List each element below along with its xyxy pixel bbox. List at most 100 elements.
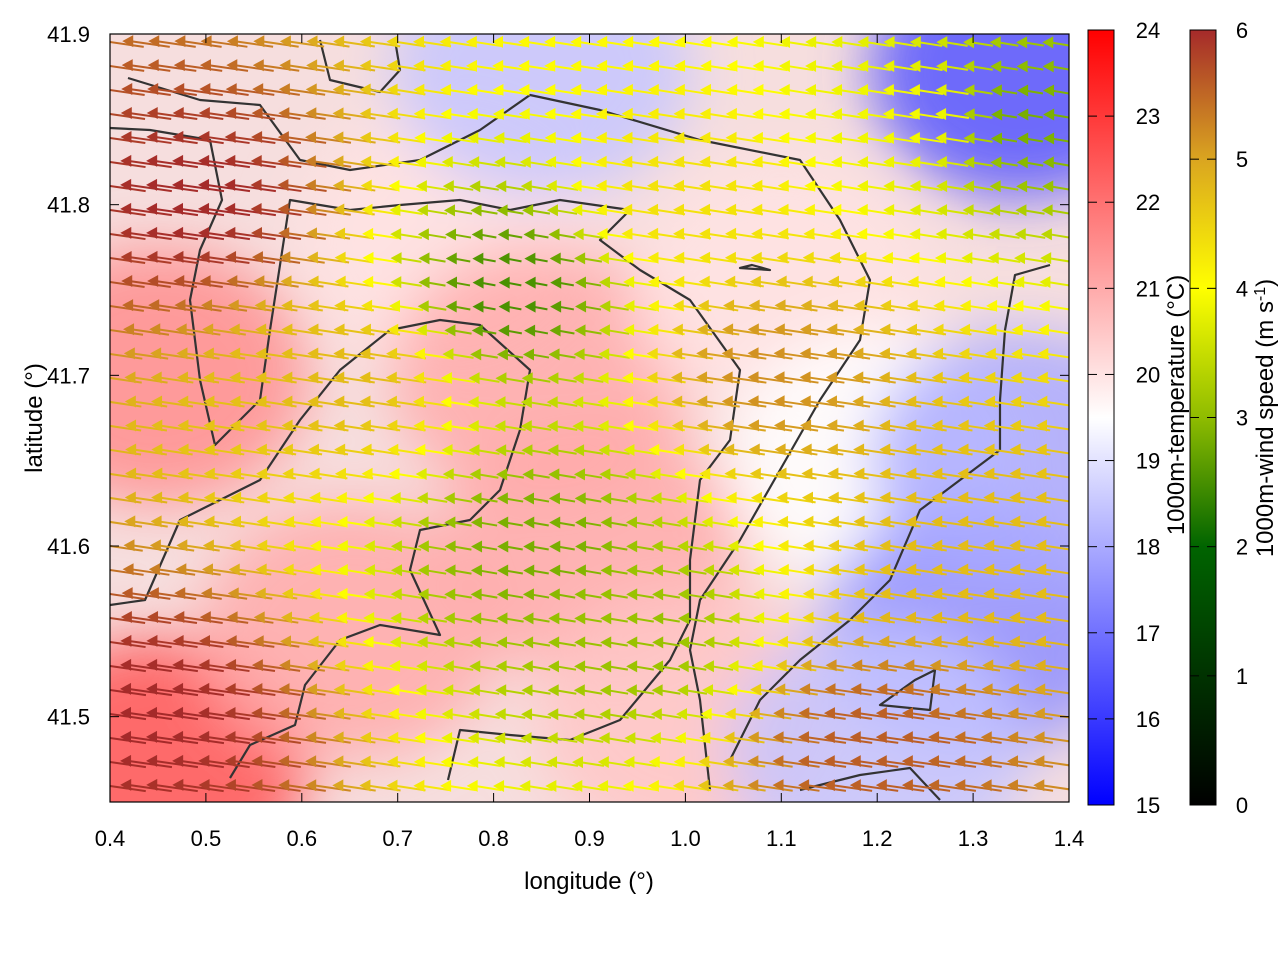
wind-arrow [901,755,951,768]
wind-arrow [703,588,733,601]
wind-arrow [224,754,276,769]
wind-arrow [652,636,680,649]
wind-arrow [440,779,477,792]
wind-arrow [751,155,789,168]
wind-arrow [570,179,606,192]
wind-arrow [621,203,659,216]
y-tick-label: 41.6 [47,534,90,559]
wind-arrow [146,634,198,649]
wind-arrow [198,706,250,721]
wind-arrow [857,36,891,49]
wind-arrow [148,299,196,312]
wind-arrow [1015,204,1045,217]
wind-arrow [989,204,1020,217]
wind-arrow [224,226,276,241]
wind-arrow [928,755,977,768]
wind-arrow [110,568,144,576]
wind-arrow [416,636,448,649]
wind-arrow [677,660,707,673]
colorbar-tick-label: 1 [1236,664,1248,689]
wind-arrow [1035,467,1069,480]
wind-arrow [146,682,199,697]
wind-arrow [621,155,659,168]
wind-arrow [805,59,840,72]
wind-arrow [574,252,603,265]
wind-arrow [120,178,172,193]
wind-arrow [626,564,654,577]
wind-arrow [883,36,917,49]
wind-arrow [444,564,472,577]
wind-arrow [849,731,899,744]
wind-arrow [647,779,685,792]
wind-arrow [390,588,422,601]
wind-arrow [120,610,172,625]
wind-arrow [1041,204,1069,217]
wind-arrow [546,732,578,745]
wind-arrow [120,706,173,721]
wind-arrow [774,683,818,696]
wind-arrow [467,396,501,409]
wind-arrow [648,755,684,768]
wind-arrow [110,136,146,145]
wind-arrow [120,202,172,217]
wind-arrow [522,588,550,601]
wind-arrow [277,731,327,744]
wind-arrow [122,563,170,576]
wind-arrow [278,107,326,120]
wind-arrow [545,155,580,168]
wind-arrow [110,616,146,625]
wind-arrow [935,131,969,144]
wind-arrow [520,732,552,745]
colorbar-tick-label: 3 [1236,406,1248,431]
wind-arrow [361,683,400,696]
contour-lines [110,39,1051,801]
wind-arrow [1016,180,1045,193]
y-tick-label: 41.8 [47,193,90,218]
wind-arrow [699,179,738,192]
wind-arrow [596,59,633,72]
wind-arrow [882,83,918,96]
wind-arrow [523,516,549,529]
wind-arrow [598,276,630,289]
wind-arrow [598,348,630,361]
wind-arrow [546,756,579,769]
wind-arrow [623,275,658,288]
wind-arrow [198,202,251,217]
wind-arrow [225,659,276,672]
wind-arrow [414,443,450,456]
wind-arrow [935,228,969,241]
wind-arrow [1042,156,1069,169]
wind-arrow [386,347,427,360]
wind-arrow [648,35,684,48]
wind-arrow [251,779,301,792]
wind-arrow [725,131,763,144]
wind-arrow [805,35,839,48]
wind-arrow [334,251,374,264]
wind-arrow [548,492,576,505]
wind-arrow [146,106,198,121]
wind-arrow [471,228,497,241]
wind-arrow [954,755,1002,768]
wind-arrow [572,228,604,241]
wind-arrow [439,59,477,72]
wind-arrow [496,612,524,625]
wind-arrow [570,131,606,144]
wind-arrow [570,35,606,48]
wind-arrow [574,660,603,673]
wind-arrow [468,684,500,697]
wind-arrow [597,252,631,265]
wind-arrow [363,588,397,601]
wind-arrow [799,395,845,408]
wind-arrow [387,731,425,744]
wind-arrow [1035,587,1069,600]
wind-arrow [362,227,399,240]
wind-arrow [522,204,551,217]
wind-arrow [120,682,173,697]
wind-arrow [521,660,551,673]
wind-arrow [224,130,276,145]
wind-arrow [599,468,629,481]
wind-arrow [250,226,302,240]
wind-arrow [1016,156,1044,169]
wind-arrow [857,179,892,192]
wind-arrow [696,371,741,384]
